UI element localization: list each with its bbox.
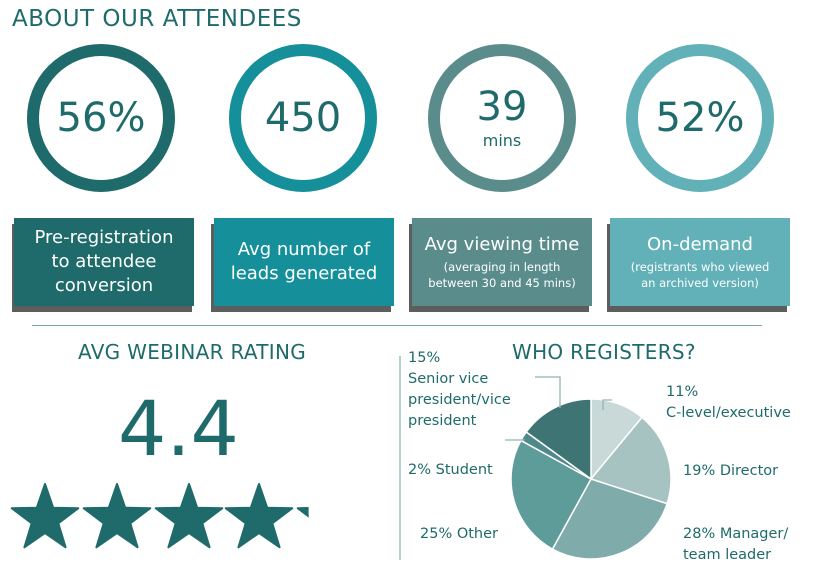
stat-label: On-demand bbox=[647, 233, 753, 255]
pie-slice-other bbox=[510, 439, 593, 551]
stat-value: 39 bbox=[476, 83, 528, 130]
pie-label-manager: 28% Manager/ team leader bbox=[683, 526, 789, 564]
stat-unit: mins bbox=[482, 130, 522, 150]
stat-label: Pre-registration to attendee conversion bbox=[34, 226, 174, 297]
stat-card-on-demand: On-demand (registrants who viewed an arc… bbox=[610, 218, 790, 306]
pie-slice-manager-team-leader bbox=[551, 478, 669, 560]
stat-sublabel: (registrants who viewed an archived vers… bbox=[630, 260, 770, 291]
stat-card-leads: Avg number of leads generated bbox=[214, 218, 394, 306]
registers-section-title: WHO REGISTERS? bbox=[512, 340, 696, 364]
star-icon-4 bbox=[224, 483, 294, 549]
rating-value: 4.4 bbox=[118, 384, 239, 473]
leader-line-svp bbox=[535, 376, 561, 408]
pie-label-svp: 15% Senior vice president/vice president bbox=[408, 350, 511, 430]
leader-line-c-level bbox=[602, 399, 612, 410]
section-divider bbox=[32, 325, 762, 326]
star-icon-5 bbox=[296, 506, 309, 518]
pie-label-other: 25% Other bbox=[420, 526, 499, 542]
pie-label-director: 19% Director bbox=[683, 463, 779, 479]
star-rating bbox=[10, 483, 309, 549]
star-icon-1 bbox=[10, 483, 80, 549]
stat-sublabel: (averaging in length between 30 and 45 m… bbox=[428, 260, 576, 291]
stat-label: Avg viewing time bbox=[424, 233, 580, 255]
stat-value: 52% bbox=[655, 95, 745, 141]
pie-slice-director bbox=[589, 416, 672, 505]
stat-card-conversion: Pre-registration to attendee conversion bbox=[14, 218, 194, 306]
pie-label-student: 2% Student bbox=[408, 462, 493, 478]
stat-label: Avg number of leads generated bbox=[230, 238, 378, 284]
pie-slice-senior-vice-president-vice-president bbox=[525, 398, 592, 481]
stat-card-viewing-time: Avg viewing time (averaging in length be… bbox=[412, 218, 592, 306]
stat-ring-viewing-time: 39 mins bbox=[428, 44, 576, 192]
pie-label-c-level: 11% C-level/executive bbox=[666, 384, 791, 422]
stat-value: 450 bbox=[264, 95, 342, 141]
star-icon-2 bbox=[82, 483, 152, 549]
star-icon-3 bbox=[154, 483, 224, 549]
page-title: ABOUT OUR ATTENDEES bbox=[12, 6, 302, 32]
rating-section-title: AVG WEBINAR RATING bbox=[78, 340, 307, 364]
stat-value: 56% bbox=[56, 95, 146, 141]
